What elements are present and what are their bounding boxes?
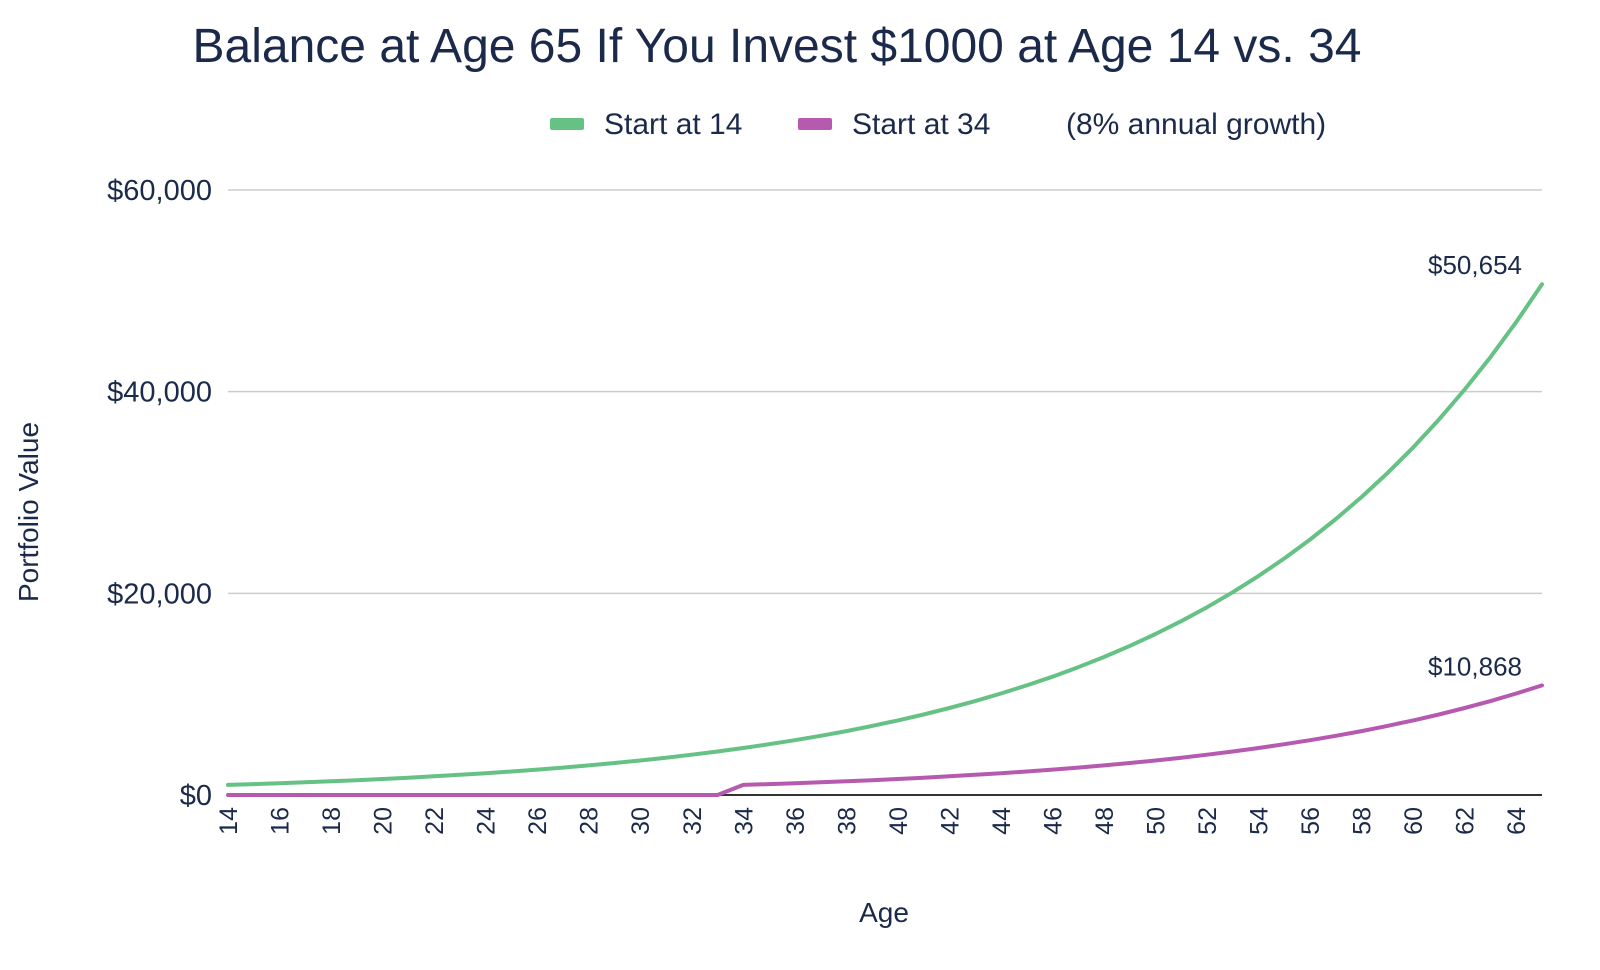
x-tick-label: 24 bbox=[473, 807, 501, 835]
y-axis-label: Portfolio Value bbox=[13, 422, 44, 602]
y-tick-label: $20,000 bbox=[107, 578, 212, 610]
gridlines bbox=[228, 189, 1542, 796]
end-value-label: $10,868 bbox=[1428, 651, 1522, 681]
x-tick-label: 52 bbox=[1194, 807, 1222, 835]
series-line-start-at-14 bbox=[226, 282, 1544, 787]
y-axis-ticks: $0 $20,000 $40,000 $60,000 bbox=[107, 175, 212, 812]
x-tick-label: 32 bbox=[679, 807, 707, 835]
legend-swatch bbox=[798, 118, 832, 130]
legend: Start at 14 Start at 34 (8% annual growth) bbox=[550, 108, 1326, 141]
x-tick-label: 20 bbox=[370, 807, 398, 835]
x-tick-label: 58 bbox=[1349, 807, 1377, 835]
y-tick-label: $60,000 bbox=[107, 175, 212, 207]
data-labels: $50,654 $10,868 bbox=[1428, 250, 1522, 681]
x-tick-label: 18 bbox=[318, 807, 346, 835]
legend-label: Start at 34 bbox=[852, 108, 990, 141]
y-tick-label: $0 bbox=[180, 780, 212, 812]
x-tick-label: 14 bbox=[215, 807, 243, 835]
x-tick-label: 50 bbox=[1143, 807, 1171, 835]
series-line-start-at-34 bbox=[226, 683, 1544, 797]
x-tick-label: 48 bbox=[1091, 807, 1119, 835]
x-tick-label: 30 bbox=[627, 807, 655, 835]
x-axis-label: Age bbox=[859, 897, 909, 928]
x-tick-label: 60 bbox=[1400, 807, 1428, 835]
y-tick-label: $40,000 bbox=[107, 377, 212, 409]
x-tick-label: 44 bbox=[988, 807, 1016, 835]
x-tick-label: 56 bbox=[1297, 807, 1325, 835]
chart-title: Balance at Age 65 If You Invest $1000 at… bbox=[193, 20, 1362, 73]
end-value-label: $50,654 bbox=[1428, 250, 1522, 280]
x-tick-label: 22 bbox=[421, 807, 449, 835]
x-tick-label: 62 bbox=[1452, 807, 1480, 835]
legend-label: Start at 14 bbox=[604, 108, 742, 141]
legend-swatch bbox=[550, 118, 584, 130]
growth-note: (8% annual growth) bbox=[1066, 108, 1326, 141]
x-tick-label: 64 bbox=[1503, 807, 1531, 835]
x-tick-label: 36 bbox=[782, 807, 810, 835]
x-tick-label: 16 bbox=[267, 807, 295, 835]
x-tick-label: 46 bbox=[1039, 807, 1067, 835]
x-tick-label: 42 bbox=[936, 807, 964, 835]
x-tick-label: 26 bbox=[524, 807, 552, 835]
x-tick-label: 54 bbox=[1246, 807, 1274, 835]
series-layer bbox=[226, 282, 1544, 797]
x-tick-label: 28 bbox=[576, 807, 604, 835]
x-tick-label: 34 bbox=[730, 807, 758, 835]
x-tick-label: 40 bbox=[885, 807, 913, 835]
x-tick-label: 38 bbox=[833, 807, 861, 835]
x-axis-ticks: 14 16 18 20 22 24 26 28 30 32 34 36 38 40 42 44 46 48 50 52… bbox=[215, 807, 1531, 835]
